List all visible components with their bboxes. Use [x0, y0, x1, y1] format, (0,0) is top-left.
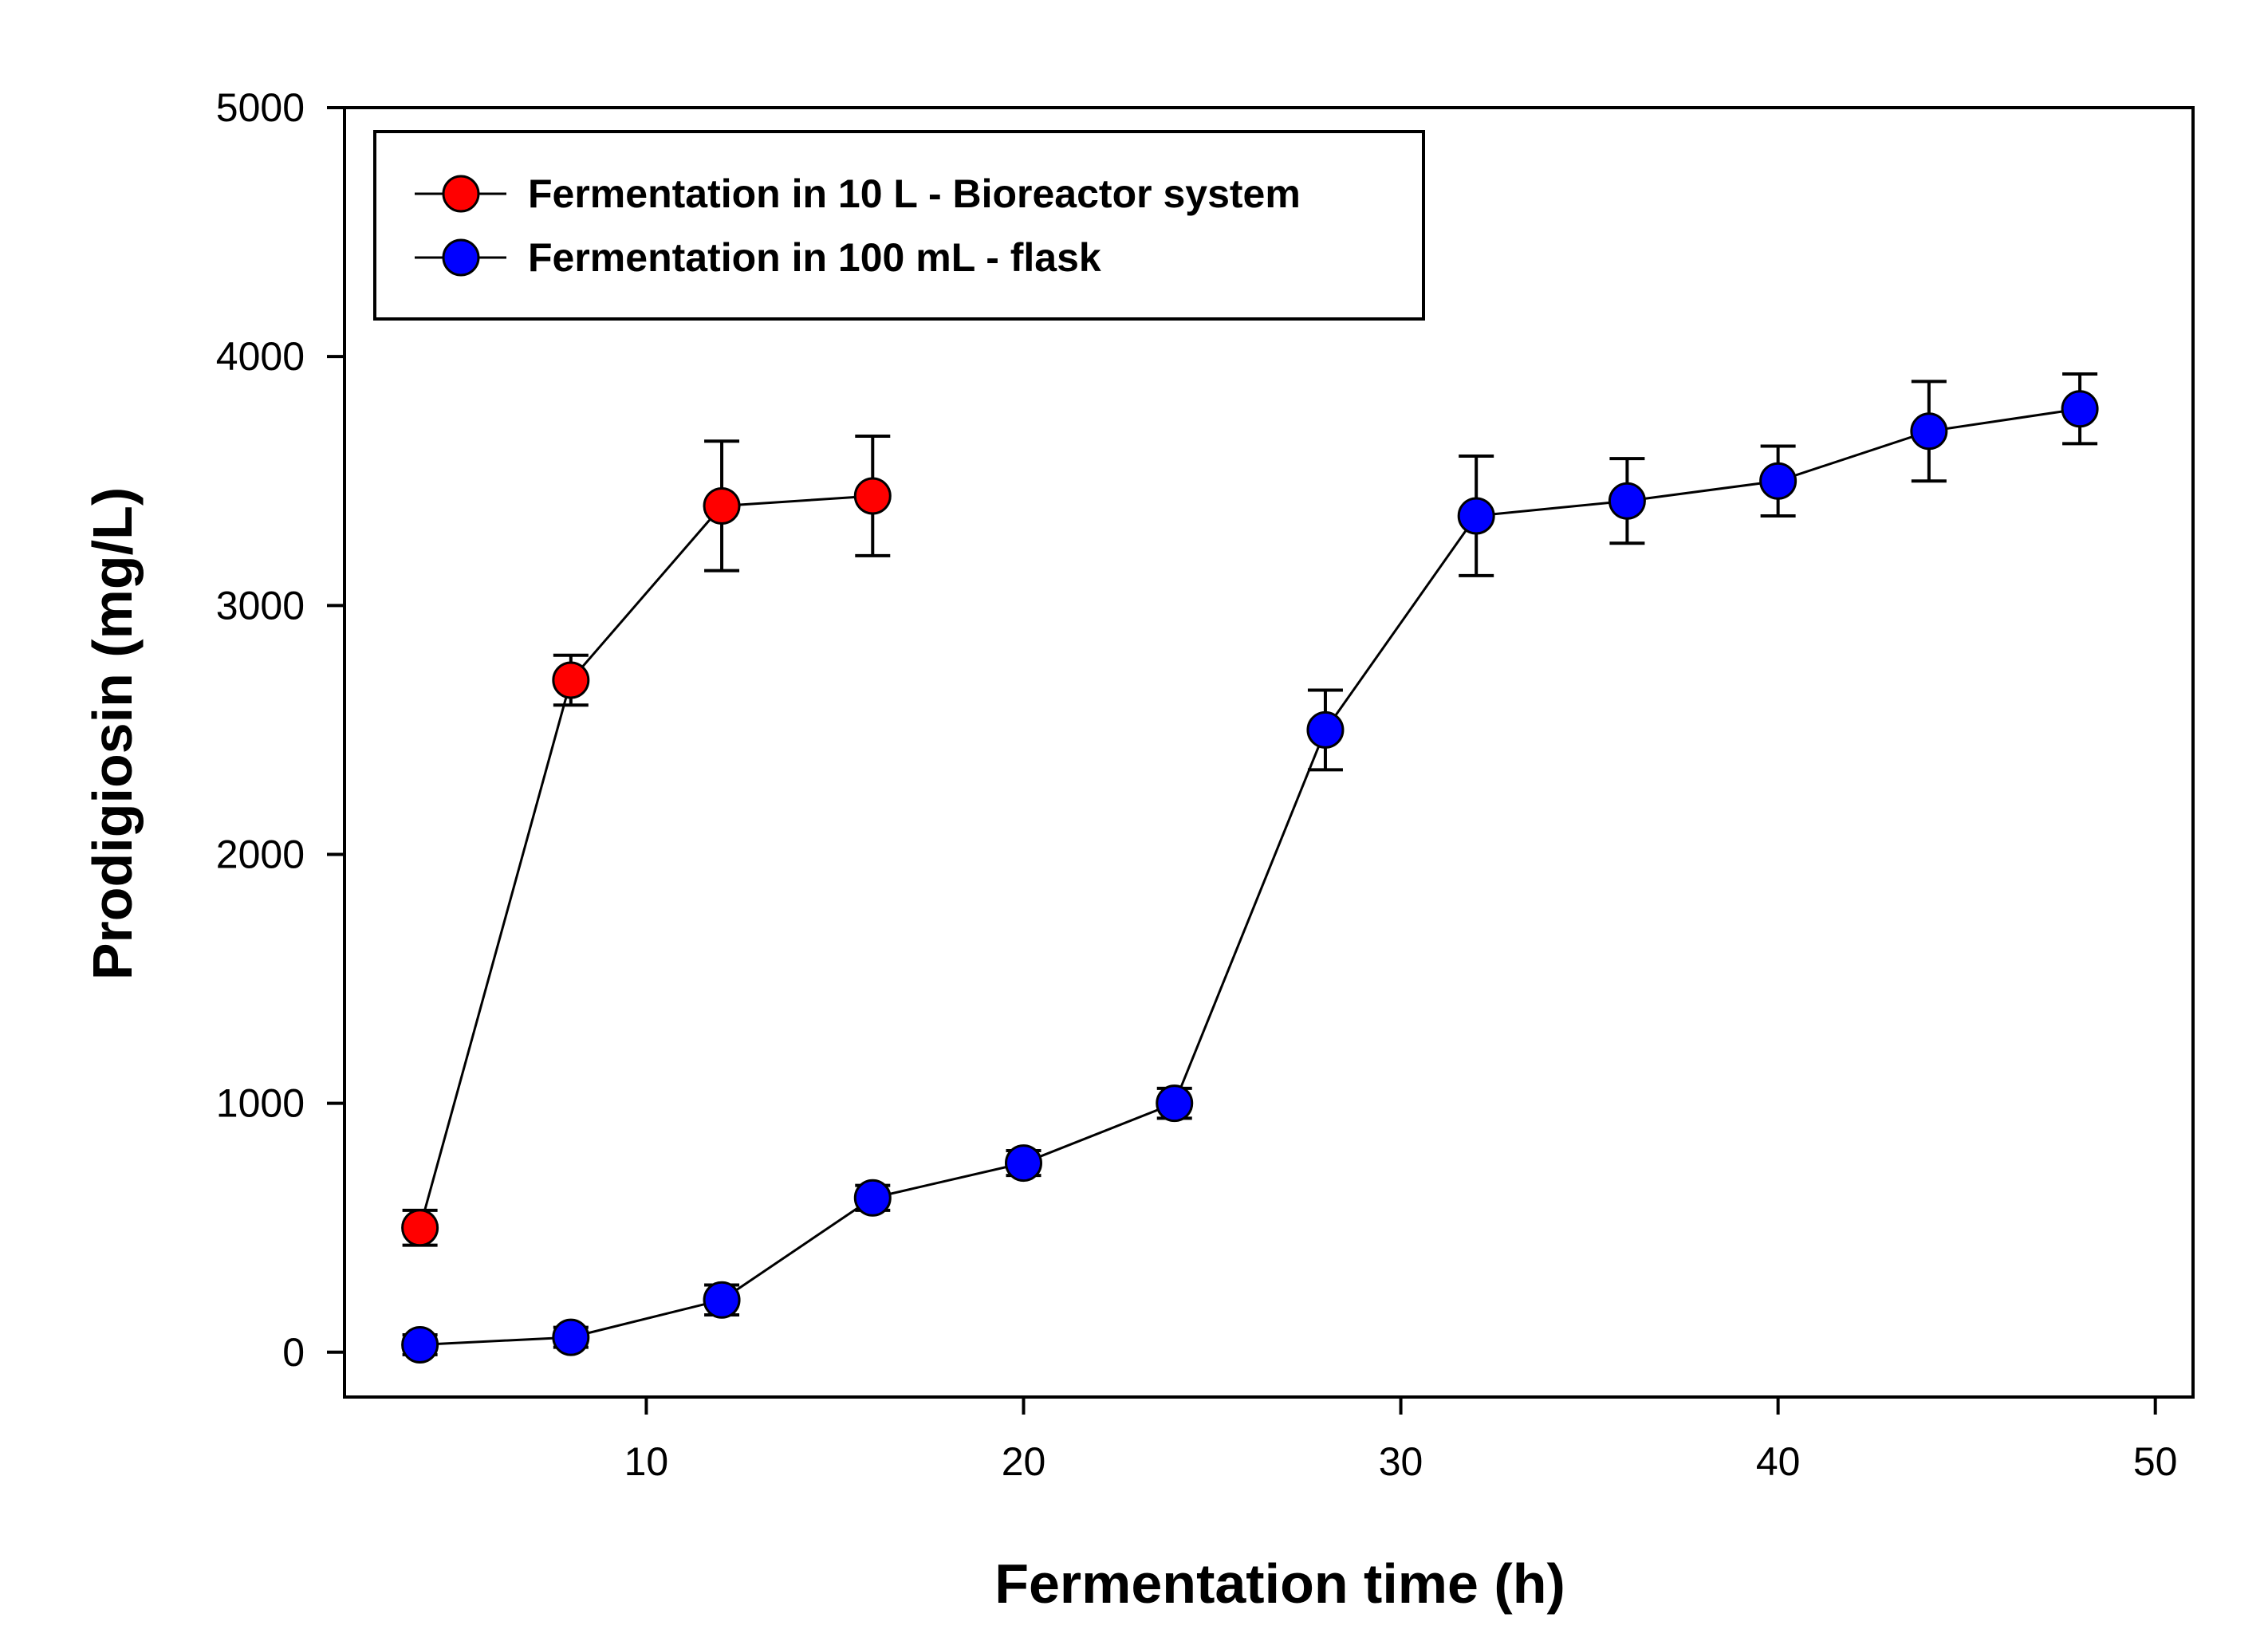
data-point — [853, 477, 892, 515]
x-axis-title: Fermentation time (h) — [994, 1553, 1565, 1615]
data-point — [401, 1325, 439, 1364]
data-point — [1759, 462, 1797, 500]
data-point — [1457, 497, 1495, 535]
y-axis-title: Prodigiosin (mg/L) — [81, 487, 144, 980]
series-line — [419, 494, 873, 1229]
data-point — [1306, 710, 1345, 749]
legend-item-2: Fermentation in 100 mL - flask — [415, 235, 1101, 280]
data-point — [552, 661, 590, 699]
legend-label: Fermentation in 10 L - Bioreactor system — [528, 171, 1301, 216]
x-tick-label: 40 — [1756, 1439, 1801, 1484]
data-point — [1156, 1084, 1194, 1123]
data-point — [401, 1209, 439, 1247]
x-tick-label: 20 — [1002, 1439, 1046, 1484]
legend: Fermentation in 10 L - Bioreactor system… — [373, 130, 1425, 321]
legend-items: Fermentation in 10 L - Bioreactor system… — [415, 171, 1301, 280]
data-point — [1005, 1144, 1043, 1183]
series-2 — [401, 372, 2099, 1364]
legend-label: Fermentation in 100 mL - flask — [528, 235, 1101, 280]
x-tick-label: 30 — [1379, 1439, 1423, 1484]
data-point — [552, 1318, 590, 1356]
data-point — [2061, 390, 2099, 428]
y-tick-label: 0 — [282, 1330, 305, 1375]
data-point — [1910, 412, 1948, 451]
y-tick-label: 2000 — [216, 832, 305, 876]
plot-frame — [343, 106, 2195, 1399]
data-point — [853, 1179, 892, 1217]
legend-marker — [442, 175, 480, 213]
legend-item-1: Fermentation in 10 L - Bioreactor system — [415, 171, 1301, 216]
series-layer — [401, 372, 2099, 1364]
series-1 — [401, 435, 892, 1247]
data-point — [703, 486, 741, 525]
x-tick-label: 50 — [2133, 1439, 2178, 1484]
legend-marker — [442, 238, 480, 277]
y-tick-label: 1000 — [216, 1081, 305, 1126]
y-tick-label: 5000 — [216, 85, 305, 130]
data-point — [1608, 482, 1646, 520]
y-tick-label: 3000 — [216, 583, 305, 628]
x-tick-label: 10 — [624, 1439, 669, 1484]
legend-box — [373, 130, 1425, 321]
series-line — [419, 407, 2081, 1346]
axes: 0 1000 2000 3000 4000 5000 10 20 30 40 50 — [216, 85, 2195, 1484]
y-tick-label: 4000 — [216, 334, 305, 379]
data-point — [703, 1281, 741, 1319]
